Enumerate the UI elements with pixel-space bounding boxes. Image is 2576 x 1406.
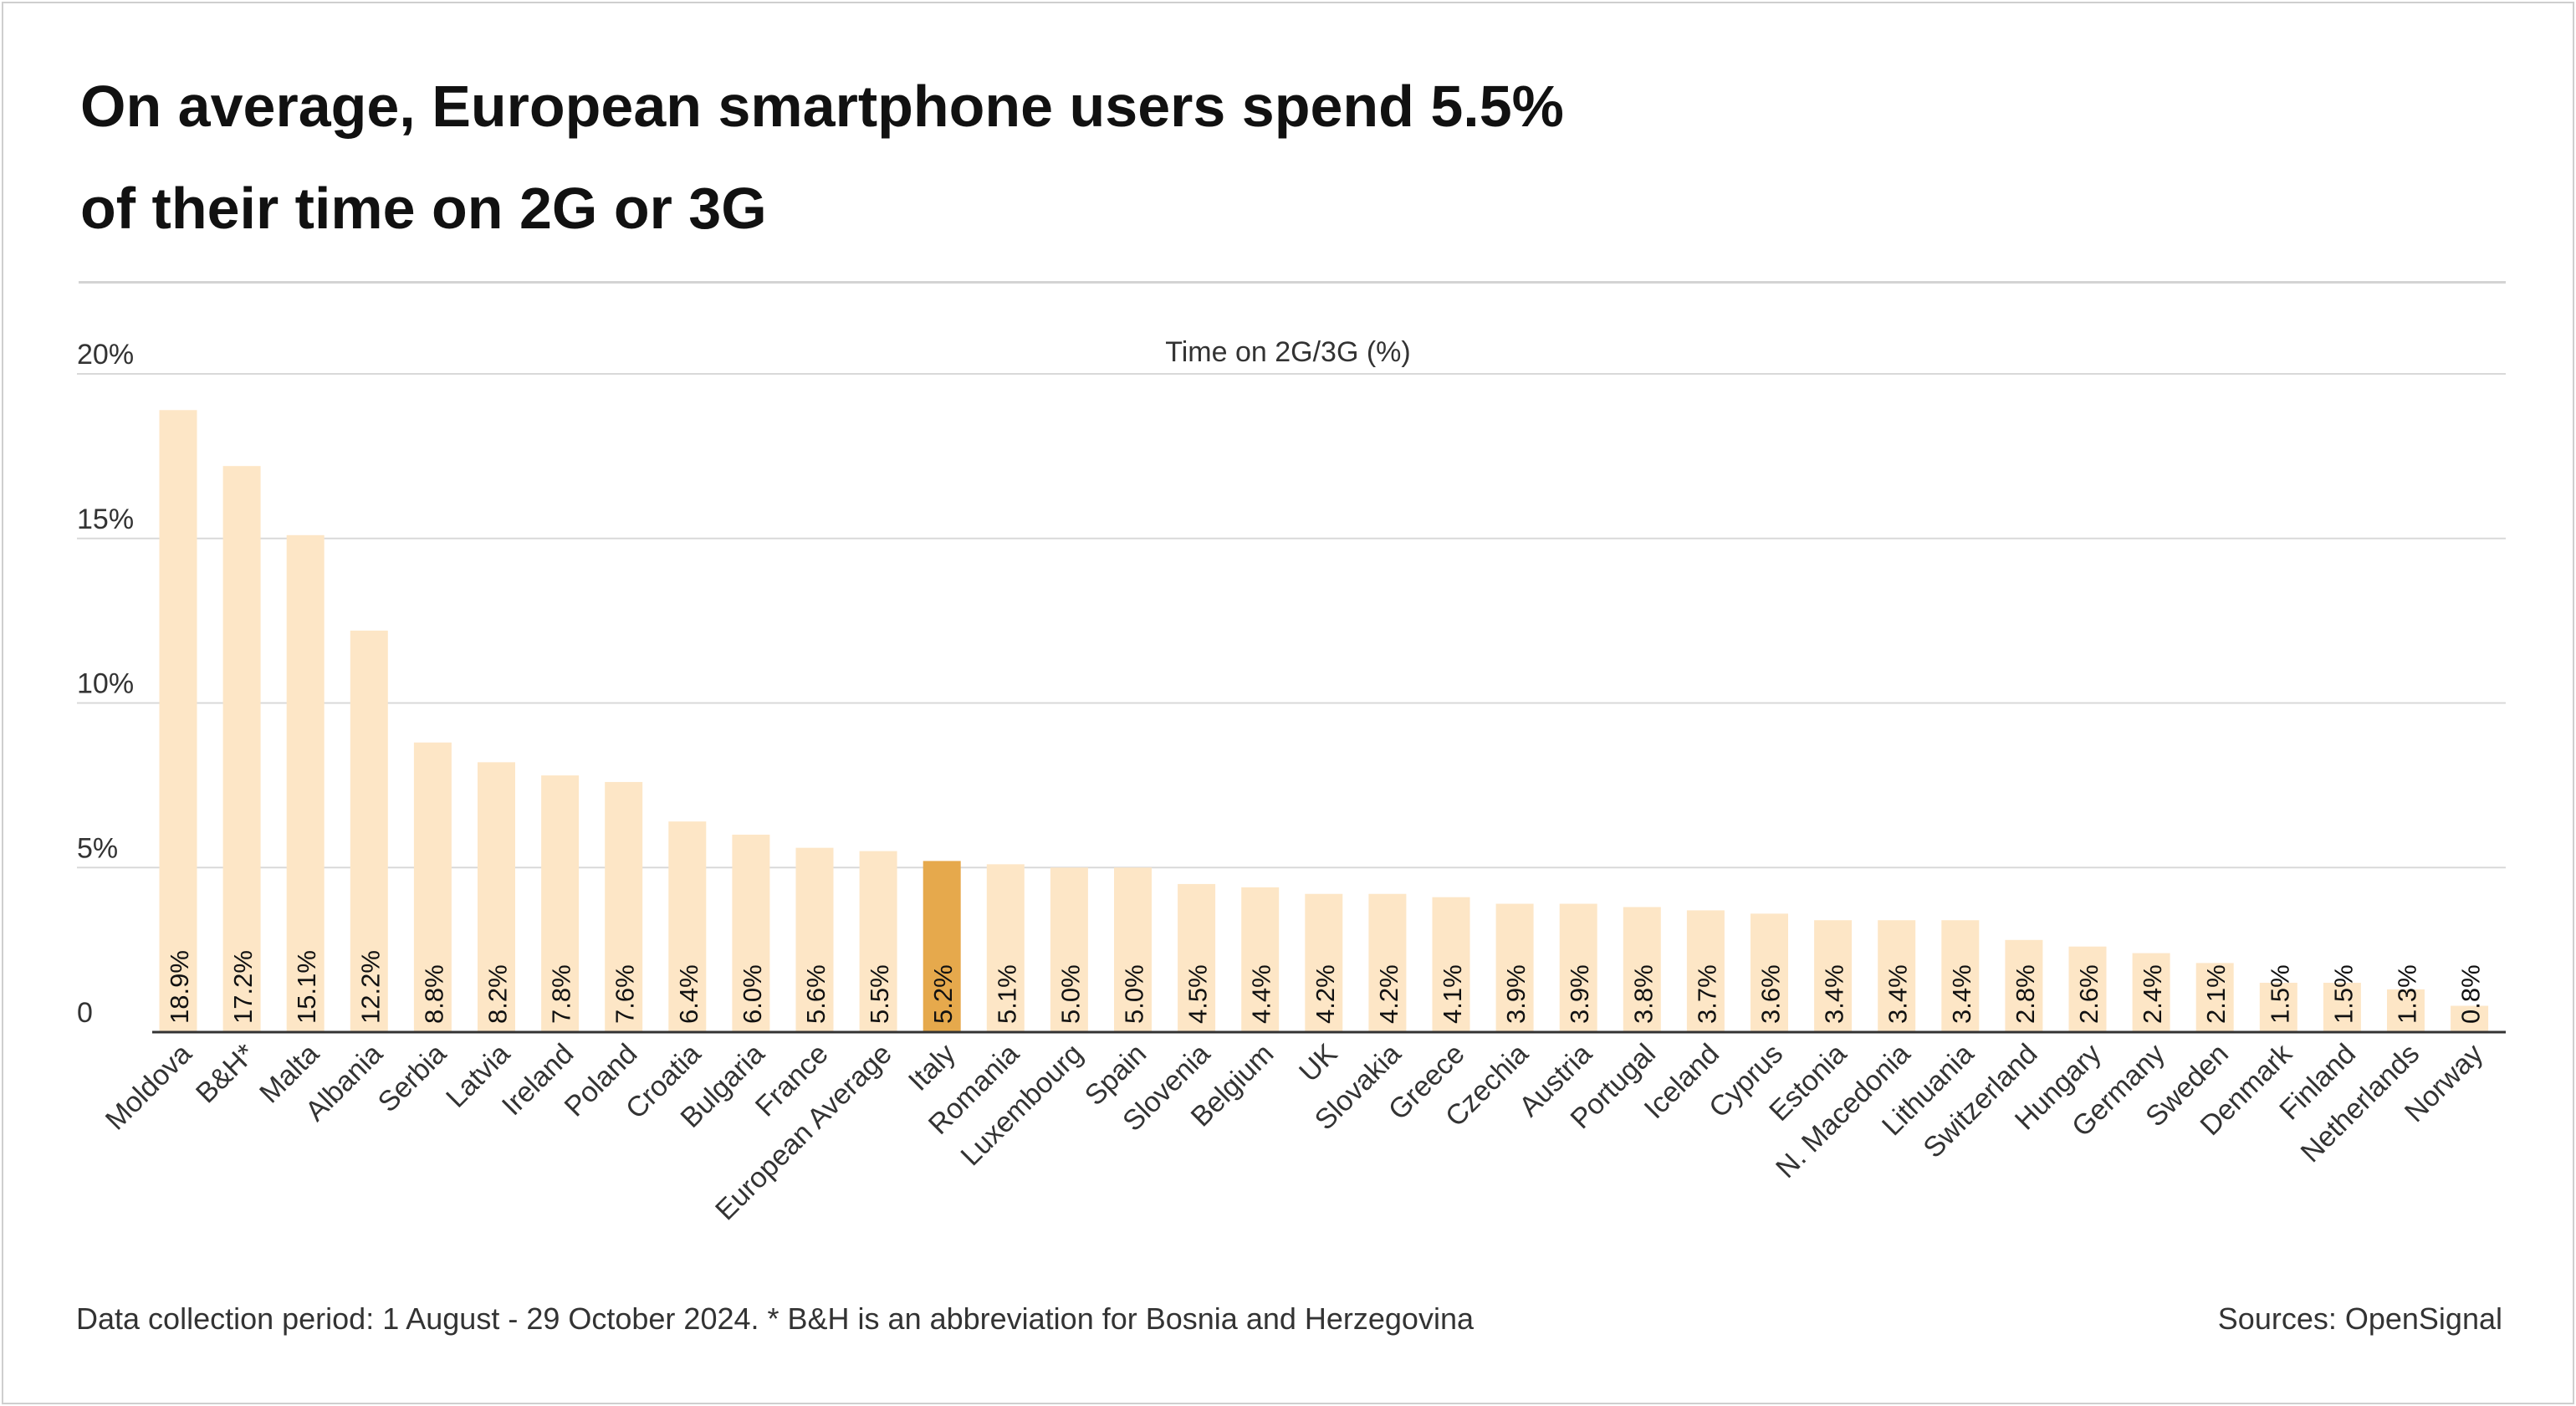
category-label: Moldova	[100, 1038, 198, 1137]
bar	[1686, 910, 1725, 1032]
value-label: 3.7%	[1692, 964, 1721, 1024]
value-labels: 18.9% 17.2% 15.1% 12.2% 8.8% 8.2% 7.8% 7.6% 6.4%…	[165, 950, 2486, 1024]
bar	[2195, 963, 2234, 1032]
bar	[2005, 939, 2043, 1032]
bar	[923, 861, 961, 1032]
bar	[1305, 893, 1343, 1032]
bar	[795, 847, 834, 1032]
value-label: 17.2%	[228, 950, 258, 1024]
bar	[986, 864, 1025, 1032]
value-label: 4.4%	[1247, 964, 1276, 1024]
bar	[605, 781, 643, 1032]
value-label: 1.3%	[2393, 964, 2422, 1024]
title-line-2: of their time on 2G or 3G	[80, 176, 767, 241]
value-label: 3.4%	[1883, 964, 1913, 1024]
bar	[2259, 982, 2297, 1032]
chart-title: On average, European smartphone users sp…	[80, 55, 2088, 259]
bar	[1751, 913, 1788, 1032]
bar	[668, 821, 707, 1032]
value-label: 5.0%	[1120, 964, 1149, 1024]
value-label: 8.2%	[483, 964, 513, 1024]
value-label: 8.8%	[419, 964, 448, 1024]
bar	[732, 834, 770, 1032]
value-label: 1.5%	[2265, 964, 2294, 1024]
value-label: 5.1%	[992, 964, 1021, 1024]
value-label: 5.2%	[928, 964, 958, 1024]
source-note: Sources: OpenSignal	[2217, 1301, 2502, 1336]
bar	[1114, 867, 1152, 1032]
bar	[1623, 907, 1661, 1032]
value-label: 2.1%	[2201, 964, 2231, 1024]
bar	[541, 775, 580, 1032]
bar	[2387, 989, 2425, 1032]
bar	[286, 534, 325, 1032]
value-label: 6.4%	[674, 964, 703, 1024]
x-axis-labels: MoldovaB&H*MaltaAlbaniaSerbiaLatviaIrela…	[100, 1037, 2489, 1226]
value-label: 7.6%	[611, 964, 640, 1024]
bar	[413, 742, 452, 1032]
y-tick-label: 5%	[77, 832, 118, 864]
gridlines	[77, 373, 2506, 869]
value-label: 7.8%	[547, 964, 576, 1024]
value-label: 3.9%	[1565, 964, 1594, 1024]
value-label: 6.0%	[738, 964, 767, 1024]
value-label: 4.2%	[1374, 964, 1403, 1024]
value-label: 5.6%	[801, 964, 831, 1024]
value-label: 4.5%	[1183, 964, 1213, 1024]
y-tick-label: 10%	[77, 668, 134, 700]
bar	[1878, 920, 1916, 1032]
bar	[1559, 903, 1597, 1032]
y-tick-label: 15%	[77, 504, 134, 535]
value-label: 5.0%	[1055, 964, 1085, 1024]
title-divider	[79, 281, 2506, 284]
bar	[859, 851, 897, 1032]
value-label: 5.5%	[865, 964, 894, 1024]
bar	[1050, 867, 1088, 1032]
value-label: 4.1%	[1438, 964, 1467, 1024]
value-label: 4.2%	[1311, 964, 1340, 1024]
category-label: B&H*	[190, 1038, 262, 1110]
bar	[2132, 953, 2170, 1032]
y-tick-label: 20%	[77, 339, 134, 371]
bar	[1432, 897, 1470, 1032]
bar	[2068, 946, 2107, 1032]
category-label: UK	[1293, 1038, 1343, 1088]
value-label: 12.2%	[355, 950, 385, 1024]
title-line-1: On average, European smartphone users sp…	[80, 74, 1564, 139]
bar	[1241, 887, 1280, 1032]
footnote: Data collection period: 1 August - 29 Oc…	[76, 1301, 1474, 1336]
category-label: Serbia	[372, 1038, 452, 1118]
bar	[1495, 903, 1534, 1032]
y-axis-ticks: 0 5% 10% 15% 20%	[77, 339, 134, 1029]
bar	[1368, 893, 1407, 1032]
y-axis-label: Time on 2G/3G (%)	[1165, 336, 1410, 368]
y-tick-label: 0	[77, 997, 93, 1029]
value-label: 18.9%	[165, 950, 194, 1024]
value-label: 0.8%	[2456, 964, 2486, 1024]
bar	[2323, 982, 2361, 1032]
value-label: 2.4%	[2138, 964, 2167, 1024]
value-label: 15.1%	[292, 950, 321, 1024]
bar	[1814, 920, 1853, 1032]
value-label: 2.8%	[2011, 964, 2040, 1024]
value-label: 2.6%	[2074, 964, 2103, 1024]
bar	[478, 762, 515, 1032]
bar	[1178, 883, 1216, 1032]
value-label: 3.6%	[1756, 964, 1786, 1024]
value-label: 3.4%	[1820, 964, 1849, 1024]
value-label: 3.4%	[1947, 964, 1976, 1024]
value-label: 3.9%	[1501, 964, 1531, 1024]
bar	[1941, 920, 1980, 1032]
bar	[159, 410, 197, 1032]
bar	[2451, 1005, 2489, 1032]
bars	[159, 410, 2489, 1032]
bar	[350, 630, 388, 1032]
value-label: 1.5%	[2328, 964, 2358, 1024]
value-label: 3.8%	[1628, 964, 1658, 1024]
bar	[222, 466, 261, 1032]
